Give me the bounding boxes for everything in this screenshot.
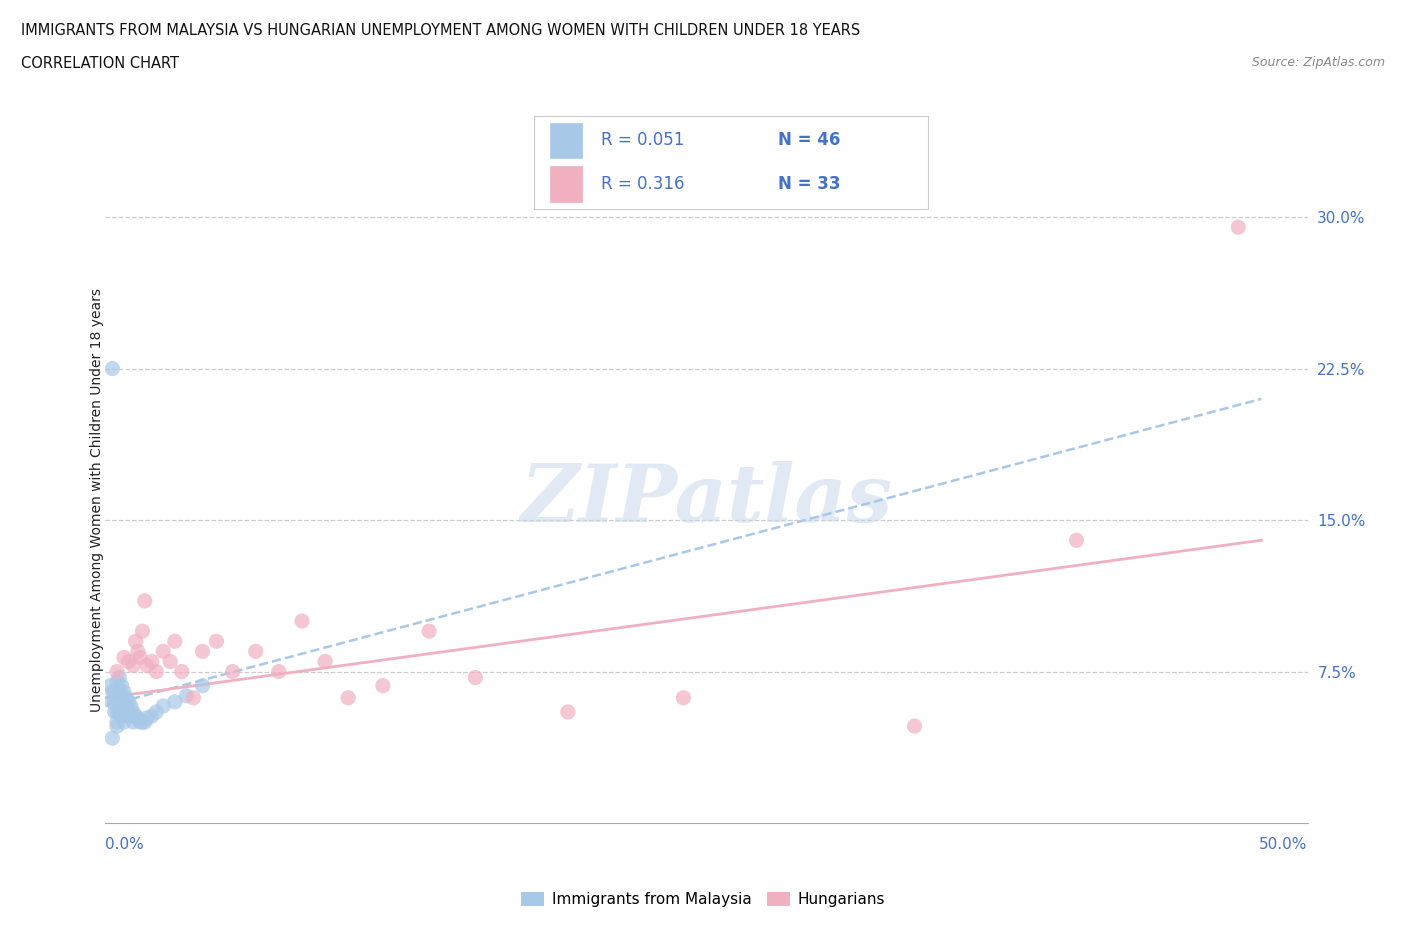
- Point: [136, 658, 159, 673]
- Point: [105, 719, 128, 734]
- FancyBboxPatch shape: [550, 123, 582, 158]
- Text: 50.0%: 50.0%: [1260, 837, 1308, 852]
- Point: [101, 731, 124, 746]
- Point: [115, 709, 138, 724]
- Point: [124, 709, 146, 724]
- Point: [105, 714, 128, 729]
- Point: [371, 678, 394, 693]
- Point: [112, 705, 135, 720]
- Point: [98, 678, 121, 693]
- Point: [418, 624, 440, 639]
- Point: [152, 698, 174, 713]
- Point: [112, 714, 135, 729]
- Legend: Immigrants from Malaysia, Hungarians: Immigrants from Malaysia, Hungarians: [515, 885, 891, 913]
- Point: [170, 664, 193, 679]
- Point: [104, 705, 127, 720]
- Point: [120, 698, 142, 713]
- Point: [181, 690, 204, 705]
- Point: [267, 664, 290, 679]
- FancyBboxPatch shape: [550, 166, 582, 202]
- Point: [112, 650, 135, 665]
- Point: [1066, 533, 1088, 548]
- Point: [112, 695, 135, 710]
- Point: [105, 674, 128, 689]
- Point: [122, 714, 145, 729]
- Point: [122, 705, 145, 720]
- Point: [141, 709, 163, 724]
- Point: [245, 644, 267, 658]
- Point: [127, 711, 149, 725]
- Point: [108, 695, 131, 710]
- Point: [221, 664, 243, 679]
- Point: [115, 698, 138, 713]
- Point: [145, 664, 167, 679]
- Point: [124, 634, 146, 649]
- Point: [129, 714, 152, 729]
- Point: [314, 654, 336, 669]
- Point: [111, 698, 134, 713]
- Point: [291, 614, 314, 629]
- Point: [101, 361, 124, 376]
- Point: [108, 684, 131, 699]
- Point: [205, 634, 228, 649]
- Point: [105, 695, 128, 710]
- Text: CORRELATION CHART: CORRELATION CHART: [21, 56, 179, 71]
- Point: [101, 684, 124, 699]
- Point: [117, 695, 139, 710]
- Point: [129, 650, 152, 665]
- Point: [163, 695, 186, 710]
- Point: [136, 711, 159, 725]
- Point: [104, 695, 127, 710]
- Point: [104, 684, 127, 699]
- Point: [112, 684, 135, 699]
- Point: [111, 709, 134, 724]
- Point: [134, 714, 156, 729]
- Text: N = 33: N = 33: [779, 175, 841, 193]
- Point: [131, 714, 153, 729]
- Point: [127, 644, 149, 658]
- Point: [672, 690, 695, 705]
- Point: [105, 705, 128, 720]
- Text: Source: ZipAtlas.com: Source: ZipAtlas.com: [1251, 56, 1385, 69]
- Text: ZIPatlas: ZIPatlas: [520, 461, 893, 538]
- Point: [115, 690, 138, 705]
- Y-axis label: Unemployment Among Women with Children Under 18 years: Unemployment Among Women with Children U…: [90, 288, 104, 711]
- Point: [145, 705, 167, 720]
- Point: [557, 705, 579, 720]
- Point: [117, 654, 139, 669]
- Point: [120, 709, 142, 724]
- Text: IMMIGRANTS FROM MALAYSIA VS HUNGARIAN UNEMPLOYMENT AMONG WOMEN WITH CHILDREN UND: IMMIGRANTS FROM MALAYSIA VS HUNGARIAN UN…: [21, 23, 860, 38]
- Point: [111, 678, 134, 693]
- Point: [141, 654, 163, 669]
- Point: [159, 654, 181, 669]
- Point: [152, 644, 174, 658]
- Text: N = 46: N = 46: [779, 131, 841, 150]
- Text: R = 0.316: R = 0.316: [602, 175, 685, 193]
- Point: [122, 658, 145, 673]
- Point: [337, 690, 360, 705]
- Point: [176, 688, 198, 703]
- Point: [111, 688, 134, 703]
- Text: R = 0.051: R = 0.051: [602, 131, 685, 150]
- Point: [105, 664, 128, 679]
- Point: [108, 705, 131, 720]
- Text: 0.0%: 0.0%: [105, 837, 145, 852]
- Point: [131, 624, 153, 639]
- Point: [101, 695, 124, 710]
- Point: [108, 671, 131, 685]
- Point: [163, 634, 186, 649]
- Point: [191, 678, 214, 693]
- Point: [903, 719, 925, 734]
- Point: [1227, 219, 1250, 234]
- Point: [464, 671, 486, 685]
- Point: [134, 593, 156, 608]
- Point: [191, 644, 214, 658]
- Point: [117, 705, 139, 720]
